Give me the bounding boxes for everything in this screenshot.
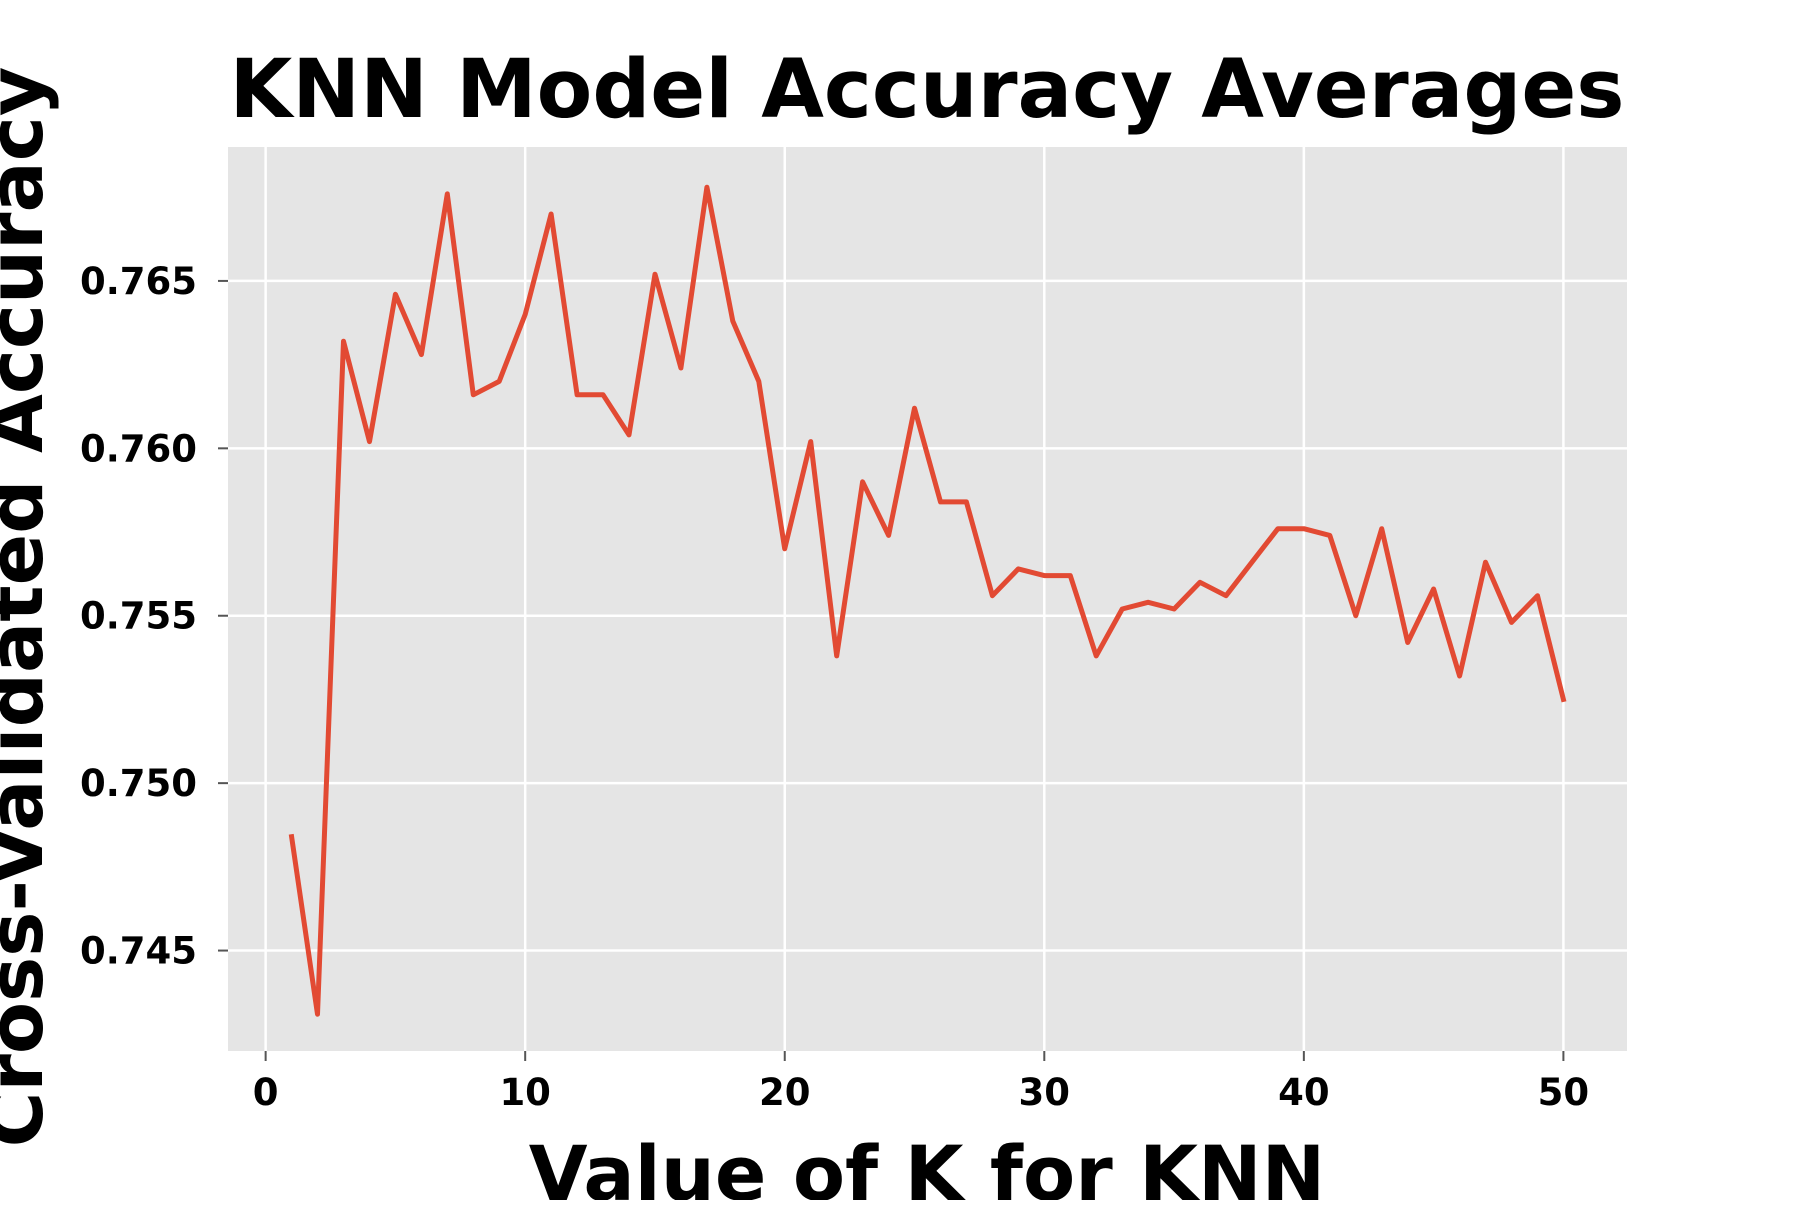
x-tick-label: 50 — [1538, 1071, 1590, 1114]
x-tick-label: 10 — [499, 1071, 551, 1114]
y-tick-label: 0.760 — [80, 427, 197, 470]
x-tick-label: 40 — [1278, 1071, 1330, 1114]
chart-title: KNN Model Accuracy Averages — [230, 43, 1625, 137]
x-tick-label: 0 — [253, 1071, 279, 1114]
y-tick-label: 0.755 — [80, 595, 197, 638]
axis-ticks: 0 10 20 30 40 50 0.745 0.750 0.755 0.760 0.765 — [80, 260, 1589, 1114]
grid-lines — [228, 147, 1627, 1051]
y-axis-label: Cross-Validated Accuracy — [0, 67, 60, 1148]
y-tick-label: 0.765 — [80, 260, 197, 303]
x-axis-label: Value of K for KNN — [529, 1129, 1326, 1200]
x-tick-label: 30 — [1019, 1071, 1071, 1114]
plot-area — [228, 147, 1627, 1051]
y-tick-label: 0.745 — [80, 930, 197, 973]
y-tick-label: 0.750 — [80, 762, 197, 805]
x-tick-label: 20 — [759, 1071, 811, 1114]
series-line — [288, 184, 1567, 1017]
